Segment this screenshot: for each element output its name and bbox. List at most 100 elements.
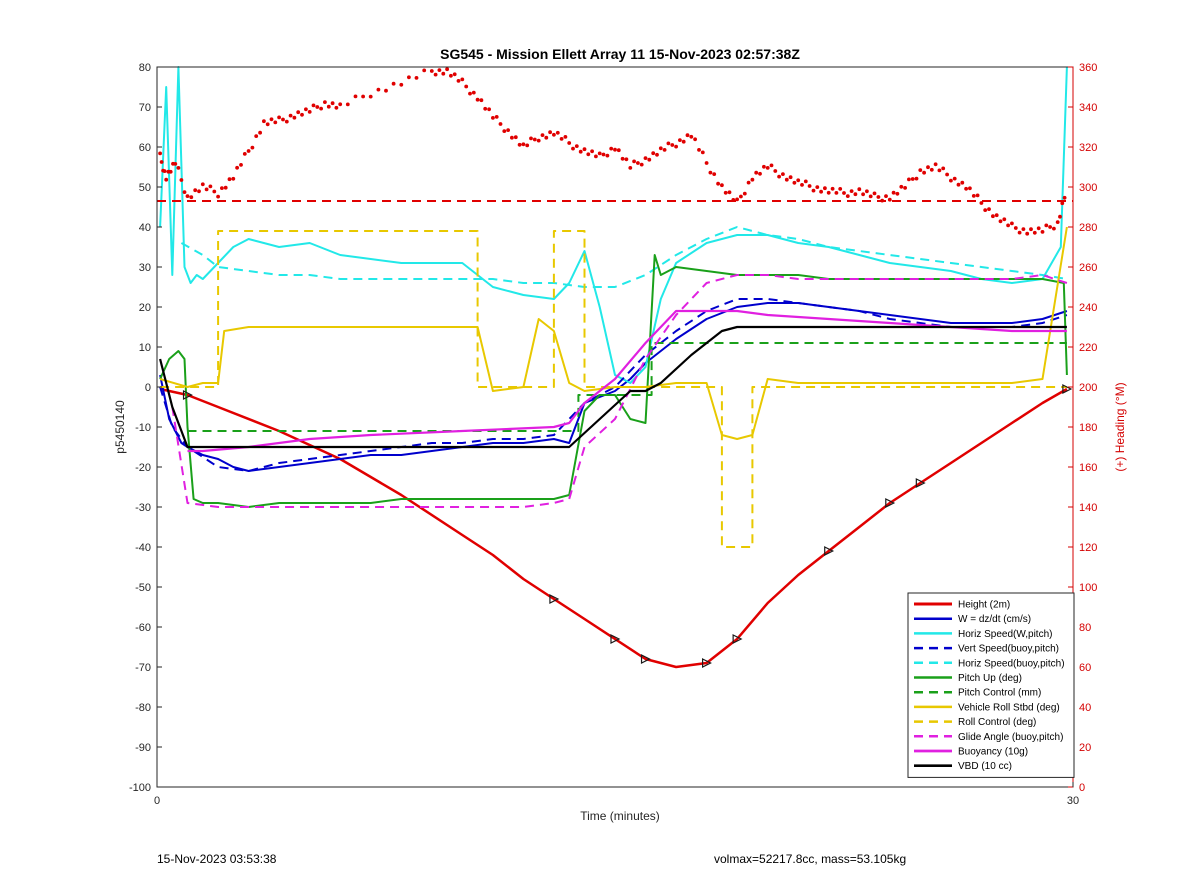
heading-point xyxy=(1060,201,1065,206)
heading-point xyxy=(628,166,633,170)
series-line-horiz-speed-buoy-pitch xyxy=(180,226,1068,288)
y-right-tick-label: 20 xyxy=(1079,742,1091,754)
heading-point xyxy=(179,178,184,182)
heading-point xyxy=(731,198,736,202)
height-marker xyxy=(549,594,560,604)
heading-point xyxy=(159,160,164,164)
heading-point xyxy=(491,116,495,120)
legend-label-glide-angle-buoy-pitch: Glide Angle (buoy,pitch) xyxy=(958,732,1063,743)
heading-point xyxy=(1036,226,1041,231)
heading-point xyxy=(529,136,533,141)
heading-point xyxy=(868,194,873,199)
x-tick-label: 0 xyxy=(154,795,160,807)
heading-point xyxy=(246,149,251,153)
heading-point xyxy=(1017,230,1022,235)
heading-point xyxy=(773,169,778,173)
heading-point xyxy=(307,110,312,114)
heading-point xyxy=(704,161,709,165)
heading-point xyxy=(979,201,984,205)
heading-point xyxy=(1052,226,1056,231)
y-tick-label: 0 xyxy=(145,382,151,394)
heading-point xyxy=(758,171,762,176)
heading-point xyxy=(208,184,213,189)
heading-point xyxy=(1002,217,1007,222)
heading-point xyxy=(552,132,556,137)
heading-point xyxy=(242,152,247,156)
heading-point xyxy=(559,137,564,141)
heading-point xyxy=(471,90,476,95)
heading-point xyxy=(475,97,480,102)
heading-point xyxy=(926,165,930,170)
heading-point xyxy=(815,185,820,190)
y-right-tick-label: 160 xyxy=(1079,462,1097,474)
heading-point xyxy=(929,167,934,172)
height-marker xyxy=(732,634,743,644)
heading-point xyxy=(666,141,671,146)
series-line-glide-angle-buoy-pitch xyxy=(171,274,1068,508)
legend-label-height-2m: Height (2m) xyxy=(958,600,1010,611)
y-tick-label: 80 xyxy=(139,62,151,74)
heading-point xyxy=(834,191,839,195)
y-tick-label: -30 xyxy=(135,502,151,514)
series-line-pitch-control-mm xyxy=(187,342,1067,432)
y-right-tick-label: 320 xyxy=(1079,142,1097,154)
heading-point xyxy=(227,177,232,182)
heading-point xyxy=(700,150,705,155)
heading-point xyxy=(231,176,236,181)
heading-point xyxy=(521,142,526,147)
heading-point xyxy=(494,115,499,119)
footer-timestamp: 15-Nov-2023 03:53:38 xyxy=(157,852,277,866)
heading-point xyxy=(807,184,812,188)
heading-point xyxy=(903,186,907,190)
height-marker xyxy=(885,498,896,508)
heading-point xyxy=(632,159,636,164)
heading-point xyxy=(647,157,652,162)
heading-point xyxy=(670,143,675,147)
heading-point xyxy=(223,185,228,190)
heading-point xyxy=(300,112,304,117)
heading-point xyxy=(769,163,774,168)
heading-point xyxy=(636,161,640,165)
series-line-roll-control-deg xyxy=(160,230,1067,548)
y-tick-label: 70 xyxy=(139,102,151,114)
heading-point xyxy=(895,191,900,196)
heading-point xyxy=(582,147,587,152)
heading-point xyxy=(937,168,942,173)
heading-point xyxy=(536,138,541,143)
y-right-tick-label: 300 xyxy=(1079,182,1097,194)
right-axis: 3603403203002802602402202001801601401201… xyxy=(1068,62,1097,794)
heading-point xyxy=(861,192,865,197)
height-marker xyxy=(702,658,712,668)
series-line-buoyancy-10g xyxy=(187,309,1067,453)
heading-point xyxy=(994,213,999,218)
legend-label-vehicle-roll-stbd-deg: Vehicle Roll Stbd (deg) xyxy=(958,702,1060,713)
heading-point xyxy=(517,142,522,147)
heading-point xyxy=(662,148,667,152)
heading-point xyxy=(334,105,339,110)
heading-point xyxy=(788,175,793,180)
heading-point xyxy=(819,189,823,194)
heading-point xyxy=(616,148,621,153)
height-marker xyxy=(915,478,926,488)
heading-point xyxy=(826,190,831,195)
heading-point xyxy=(273,120,278,125)
heading-point xyxy=(968,186,972,191)
heading-point xyxy=(304,107,308,112)
y-right-tick-label: 120 xyxy=(1079,542,1097,554)
y-right-tick-label: 240 xyxy=(1079,302,1097,314)
heading-point xyxy=(754,170,759,175)
heading-point xyxy=(361,94,365,99)
y-right-tick-label: 220 xyxy=(1079,342,1097,354)
x-axis-label: Time (minutes) xyxy=(580,809,660,823)
heading-point xyxy=(544,135,549,140)
heading-point xyxy=(800,183,804,187)
heading-point xyxy=(605,153,610,158)
heading-point xyxy=(842,191,846,195)
y-tick-label: -40 xyxy=(135,542,151,554)
heading-point xyxy=(674,144,678,149)
heading-point xyxy=(708,170,713,175)
legend-label-pitch-control-mm: Pitch Control (mm) xyxy=(958,688,1041,699)
heading-point xyxy=(914,176,919,181)
heading-point xyxy=(739,194,743,199)
heading-point xyxy=(952,176,957,181)
